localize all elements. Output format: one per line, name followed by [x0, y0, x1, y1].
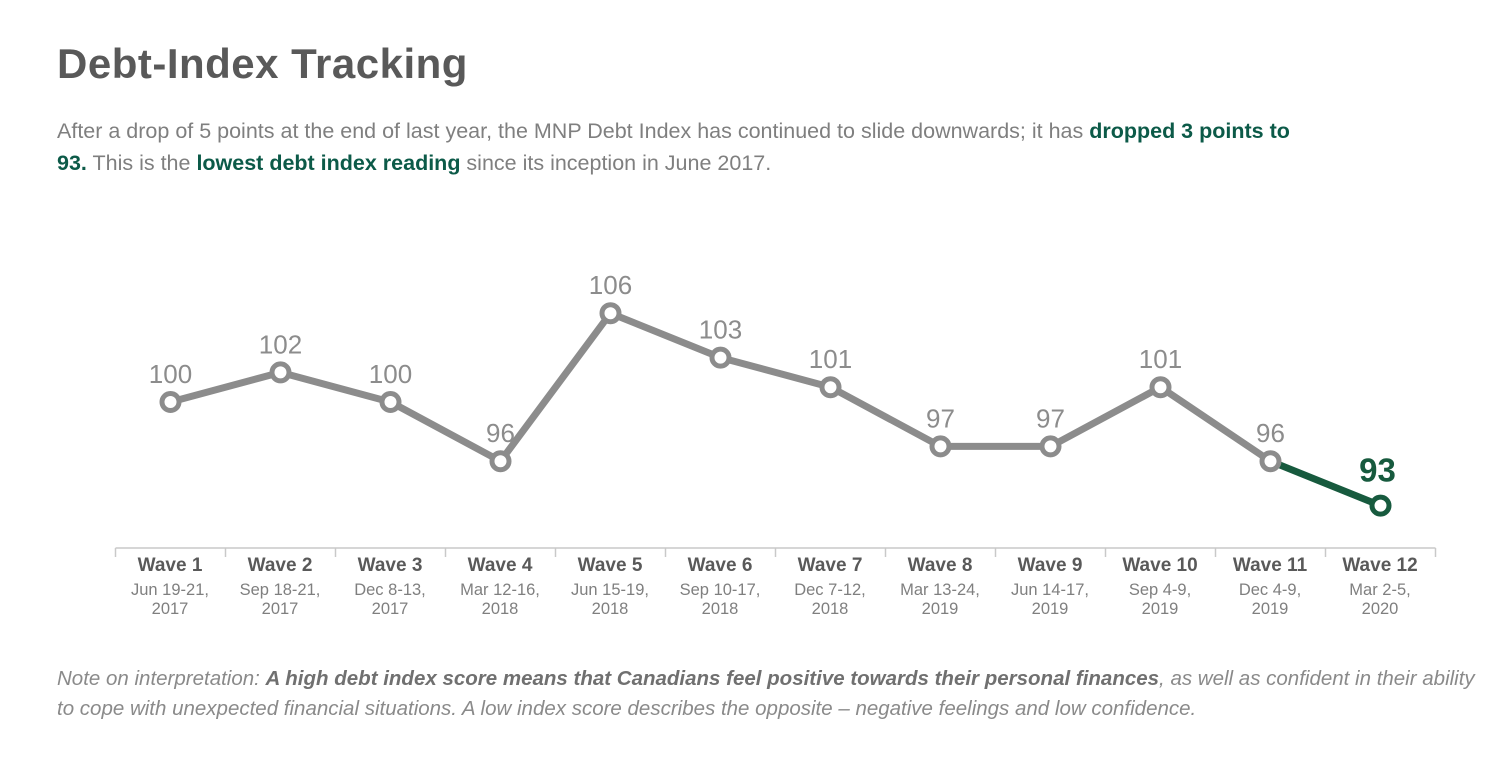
axis-label-wave-11: Wave 11 Dec 4-9, 2019 — [1215, 555, 1325, 619]
marker-wave-2 — [269, 361, 292, 384]
wave-date: Sep 4-9, — [1128, 581, 1192, 599]
axis-label-wave-9: Wave 9 Jun 14-17, 2019 — [995, 555, 1105, 619]
wave-date: 2017 — [151, 600, 189, 618]
wave-date: 2017 — [261, 600, 299, 618]
value-label-wave-6: 103 — [699, 315, 742, 345]
marker-wave-9 — [1039, 435, 1062, 458]
note-text-2: , as well as confident in their ability — [1159, 667, 1475, 690]
wave-date: Dec 4-9, — [1238, 581, 1302, 599]
value-label-wave-4: 96 — [486, 418, 515, 448]
axis-label-wave-5: Wave 5 Jun 15-19, 2018 — [555, 555, 665, 619]
wave-name: Wave 11 — [1232, 555, 1308, 576]
wave-name: Wave 1 — [137, 555, 203, 576]
wave-date: Jun 15-19, — [571, 581, 649, 599]
wave-name: Wave 6 — [687, 555, 753, 576]
value-label-wave-5: 106 — [589, 270, 632, 300]
value-label-wave-1: 100 — [149, 359, 192, 389]
value-label-wave-3: 100 — [369, 359, 412, 389]
wave-date: 2020 — [1361, 600, 1399, 618]
marker-wave-3 — [379, 391, 402, 413]
wave-date: Sep 18-21, — [239, 581, 321, 599]
x-axis-labels: Wave 1 Jun 19-21, 2017 Wave 2 Sep 18-21, 2017… — [115, 555, 1435, 619]
marker-wave-6 — [709, 346, 732, 369]
wave-date: Mar 2-5, — [1349, 581, 1411, 599]
wave-date: 2019 — [921, 600, 959, 618]
wave-date: 2018 — [811, 600, 849, 618]
subtitle-accent-93: 93. — [57, 150, 87, 175]
value-label-wave-10: 101 — [1139, 344, 1182, 374]
page-title: Debt-Index Tracking — [57, 40, 468, 87]
wave-date: 2019 — [1251, 600, 1289, 618]
axis-label-wave-7: Wave 7 Dec 7-12, 2018 — [775, 555, 885, 619]
wave-date: 2019 — [1141, 600, 1179, 618]
wave-name: Wave 12 — [1342, 555, 1418, 576]
wave-date: 2018 — [701, 600, 739, 618]
wave-date: 2017 — [371, 600, 409, 618]
wave-date: 2019 — [1031, 600, 1069, 618]
value-label-wave-9: 97 — [1036, 403, 1065, 433]
subtitle-text: After a drop of 5 points at the end of l… — [57, 119, 1090, 143]
note-text-3: to cope with unexpected financial situat… — [57, 697, 1197, 720]
axis-label-wave-3: Wave 3 Dec 8-13, 2017 — [335, 555, 445, 619]
subtitle-text-3: since its inception in June 2017. — [460, 150, 772, 175]
marker-wave-7 — [819, 376, 842, 399]
marker-wave-12 — [1369, 494, 1392, 517]
axis-label-wave-4: Wave 4 Mar 12-16, 2018 — [445, 555, 555, 619]
wave-date: 2018 — [481, 600, 519, 618]
note-text: Note on interpretation: — [57, 667, 266, 690]
wave-name: Wave 7 — [797, 555, 863, 576]
marker-wave-5 — [599, 302, 622, 325]
subtitle-text-2: This is the — [86, 150, 197, 175]
wave-date: Jun 14-17, — [1011, 581, 1089, 599]
axis-label-wave-2: Wave 2 Sep 18-21, 2017 — [225, 555, 335, 619]
note-bold-text: A high debt index score means that Canad… — [265, 667, 1160, 690]
wave-name: Wave 3 — [357, 555, 423, 576]
subtitle-accent-dropped: dropped 3 points to — [1089, 119, 1290, 143]
wave-name: Wave 8 — [907, 555, 973, 576]
wave-name: Wave 10 — [1122, 555, 1198, 576]
value-label-wave-2: 102 — [259, 329, 302, 359]
value-label-wave-7: 101 — [809, 344, 852, 374]
value-label-wave-12: 93 — [1359, 452, 1396, 489]
axis-label-wave-12: Wave 12 Mar 2-5, 2020 — [1325, 555, 1435, 619]
wave-name: Wave 2 — [247, 555, 313, 576]
wave-date: Dec 7-12, — [794, 581, 866, 599]
debt-index-line-chart: 100 102 100 96 106 103 101 97 97 101 96 93 — [114, 270, 1437, 557]
marker-wave-4 — [489, 450, 512, 473]
wave-date: Mar 12-16, — [460, 581, 540, 599]
marker-wave-8 — [929, 435, 952, 458]
subtitle-accent-lowest: lowest debt index reading — [196, 150, 461, 175]
wave-name: Wave 9 — [1017, 555, 1083, 576]
wave-name: Wave 5 — [577, 555, 643, 576]
wave-date: Jun 19-21, — [131, 581, 209, 599]
marker-wave-1 — [159, 391, 182, 413]
value-label-wave-8: 97 — [926, 403, 955, 433]
wave-date: Mar 13-24, — [900, 581, 980, 599]
wave-date: Dec 8-13, — [354, 581, 426, 599]
axis-label-wave-6: Wave 6 Sep 10-17, 2018 — [665, 555, 775, 619]
value-label-wave-11: 96 — [1256, 418, 1285, 448]
axis-label-wave-1: Wave 1 Jun 19-21, 2017 — [115, 555, 225, 619]
wave-date: Sep 10-17, — [679, 581, 761, 599]
marker-wave-10 — [1149, 376, 1172, 399]
index-line-highlight — [1267, 457, 1384, 510]
wave-name: Wave 4 — [467, 555, 533, 576]
wave-date: 2018 — [591, 600, 629, 618]
axis-label-wave-8: Wave 8 Mar 13-24, 2019 — [885, 555, 995, 619]
axis-label-wave-10: Wave 10 Sep 4-9, 2019 — [1105, 555, 1215, 619]
interpretation-note: Note on interpretation: A high debt inde… — [57, 664, 1477, 724]
subtitle: After a drop of 5 points at the end of l… — [57, 116, 1467, 179]
marker-wave-11 — [1259, 450, 1282, 473]
